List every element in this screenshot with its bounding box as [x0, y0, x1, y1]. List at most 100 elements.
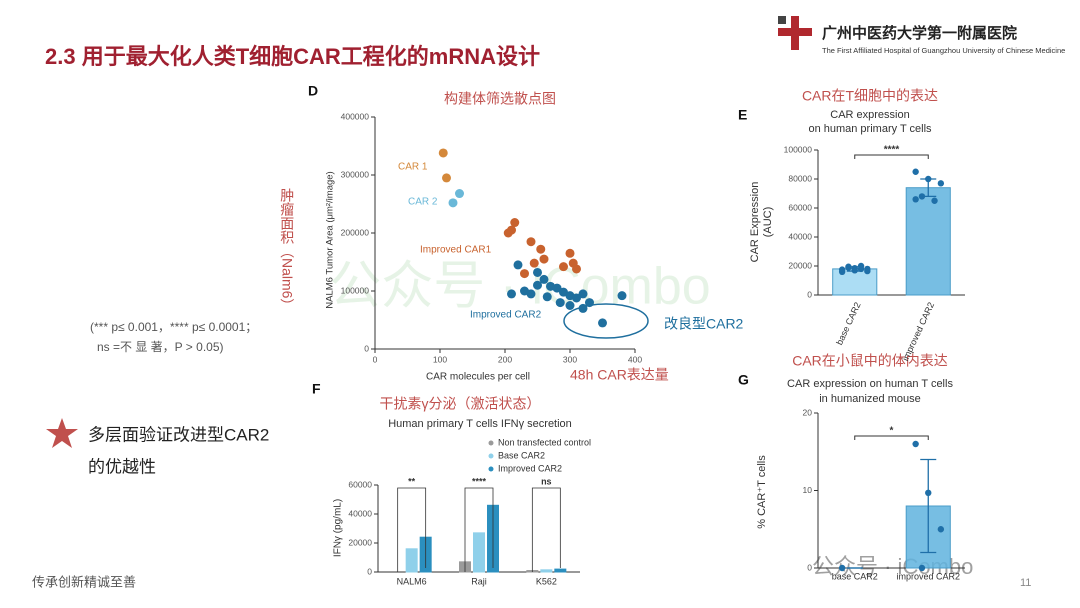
point	[585, 298, 594, 308]
logo-name: 广州中医药大学第一附属医院	[822, 24, 1017, 42]
chart-title: CAR expression on human T cells	[787, 378, 953, 390]
y-tick-label: 10	[803, 485, 813, 495]
point	[507, 225, 516, 235]
legend-swatch	[488, 466, 494, 472]
point	[536, 244, 546, 254]
chart-title: on human primary T cells	[808, 123, 932, 135]
point	[838, 564, 846, 572]
point	[520, 269, 529, 279]
y-tick-label: 300000	[341, 169, 370, 179]
point	[448, 198, 458, 208]
chart-title: CAR expression	[830, 109, 909, 121]
point	[507, 289, 516, 299]
point	[520, 286, 529, 296]
x-tick-label: NALM6	[397, 576, 427, 586]
bar	[473, 532, 485, 573]
point	[912, 196, 919, 203]
point	[572, 293, 581, 303]
point	[598, 318, 607, 328]
point	[442, 173, 451, 183]
page-number: 11	[1020, 577, 1031, 589]
y-tick-label: 0	[807, 562, 812, 572]
point	[937, 526, 945, 533]
significance-bracket	[397, 487, 427, 572]
point	[510, 218, 520, 228]
point	[925, 489, 932, 497]
point	[918, 193, 926, 200]
point	[838, 266, 846, 273]
y-tick-label: 60000	[348, 479, 372, 489]
y-tick-label: 200000	[341, 227, 370, 237]
annotation-title: 干扰素γ分泌（激活状态）	[380, 396, 541, 412]
y-tick-label: 0	[367, 566, 372, 576]
point	[857, 265, 865, 273]
highlight: 多层面验证改进型CAR2	[88, 425, 269, 444]
x-tick-label: Raji	[471, 576, 487, 586]
y-axis-label: IFNγ (pg/mL)	[333, 499, 344, 557]
point	[513, 260, 523, 270]
series-label: CAR 1	[398, 162, 428, 173]
x-tick-label: 400	[628, 354, 642, 364]
logo-english: The First Affiliated Hospital of Guangzh…	[822, 46, 1065, 55]
callout-ellipse	[563, 303, 649, 339]
bar	[540, 569, 553, 573]
y-tick-label: 40000	[788, 231, 812, 241]
point	[438, 148, 448, 158]
side-label: 肿瘤面积（Nalm6）	[279, 188, 295, 312]
significance: ns	[541, 476, 552, 486]
significance-bracket	[464, 487, 494, 572]
legend-swatch	[488, 440, 494, 446]
point	[918, 564, 926, 572]
significance: ****	[884, 145, 900, 156]
legend-label: Base CAR2	[498, 450, 545, 460]
star-icon	[46, 418, 78, 448]
point	[533, 280, 542, 290]
y-tick-label: 20	[803, 407, 813, 417]
x-tick-label: 300	[563, 354, 577, 364]
point	[529, 258, 539, 268]
point	[533, 267, 542, 277]
point	[455, 189, 464, 199]
panel-label: D	[308, 83, 318, 99]
x-tick-label: improved CAR2	[896, 571, 960, 581]
significance-bracket	[854, 435, 929, 440]
point	[552, 283, 562, 293]
y-tick-label: 20000	[788, 260, 812, 270]
y-axis-label: (AUC)	[762, 207, 774, 238]
y-tick-label: 400000	[341, 111, 370, 121]
point	[617, 291, 627, 301]
x-tick-label: base CAR2	[832, 571, 878, 581]
logo-icon	[778, 16, 812, 50]
point	[864, 267, 871, 275]
legend-label: Non transfected control	[498, 437, 591, 447]
y-tick-label: 80000	[788, 173, 812, 183]
y-tick-label: 20000	[348, 537, 372, 547]
x-tick-label: K562	[536, 576, 557, 586]
significance-bracket	[531, 487, 561, 572]
point	[845, 263, 852, 270]
panel-label: F	[312, 381, 321, 397]
point	[559, 262, 568, 272]
highlight: 的优越性	[88, 457, 156, 476]
significance: ****	[472, 476, 487, 486]
significance: **	[408, 476, 416, 486]
y-axis-label: NALM6 Tumor Area (μm²/image)	[325, 171, 336, 308]
y-tick-label: 0	[364, 343, 369, 353]
x-tick-label: base CAR2	[834, 301, 863, 347]
bar	[905, 187, 951, 296]
chart-title: Human primary T cells IFNγ secretion	[388, 418, 572, 430]
point	[542, 292, 552, 302]
significance: *	[890, 426, 894, 437]
footer: 传承创新精诚至善	[32, 574, 136, 589]
slide-title: 2.3 用于最大化人类T细胞CAR工程化的mRNA设计	[45, 44, 540, 69]
annotation-title: CAR在T细胞中的表达	[802, 88, 938, 104]
point	[578, 289, 588, 299]
y-tick-label: 40000	[348, 508, 372, 518]
point	[578, 303, 588, 313]
y-tick-label: 60000	[788, 202, 812, 212]
point	[539, 274, 549, 284]
legend-swatch	[488, 453, 494, 459]
point	[565, 248, 575, 258]
y-tick-label: 100000	[341, 285, 370, 295]
